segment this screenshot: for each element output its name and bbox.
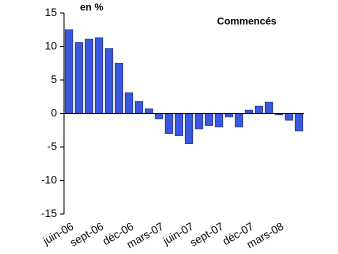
bar	[114, 62, 124, 114]
bar	[284, 113, 294, 121]
chart-title: en %	[80, 3, 103, 14]
bar	[74, 42, 84, 114]
bar	[134, 101, 144, 114]
bar	[204, 113, 214, 126]
y-tick-label: 10	[45, 40, 57, 52]
bar	[184, 113, 194, 144]
bar	[174, 113, 184, 136]
bar	[64, 29, 74, 114]
bar	[84, 38, 94, 114]
y-tick-label: -5	[47, 141, 57, 153]
bar	[214, 113, 224, 128]
bar	[124, 92, 134, 114]
y-tick-label: 5	[51, 74, 57, 86]
bar	[264, 101, 274, 114]
bar	[194, 113, 204, 130]
bar	[164, 113, 174, 134]
bar	[234, 113, 244, 128]
y-tick-label: -10	[41, 174, 57, 186]
bar	[294, 113, 304, 132]
chart-subtitle: Commencés	[217, 17, 277, 28]
x-tick-label: sept-06	[68, 221, 106, 250]
bar	[104, 48, 114, 114]
y-tick-label: 15	[45, 7, 57, 19]
bar	[254, 105, 264, 114]
y-tick-label: -15	[41, 208, 57, 220]
x-tick-label: sept-07	[188, 221, 226, 250]
bar	[144, 108, 154, 114]
y-tick-label: 0	[51, 107, 57, 119]
bar	[224, 113, 234, 118]
bar	[94, 37, 104, 114]
bar	[154, 113, 164, 120]
bar	[244, 109, 254, 114]
